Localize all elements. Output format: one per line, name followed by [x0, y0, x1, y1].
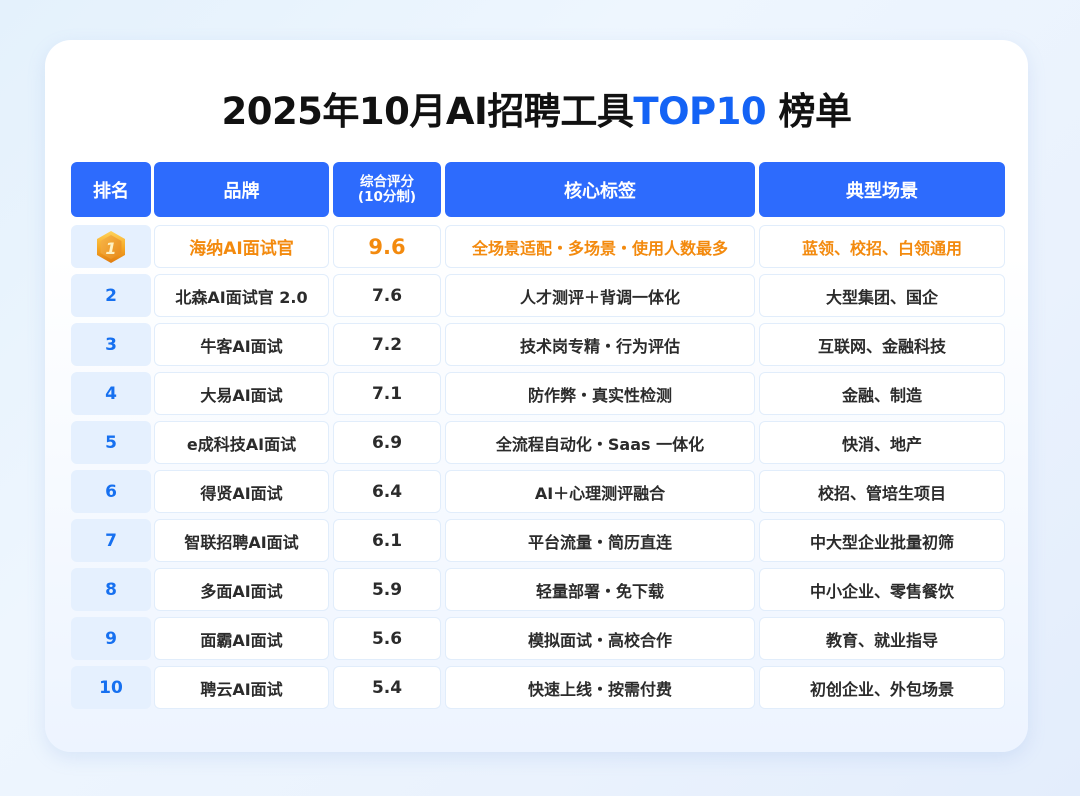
ranking-card: 2025年10月AI招聘工具TOP10 榜单 排名 品牌 综合评分 (10分制)… — [45, 40, 1028, 752]
brand-cell: 面霸AI面试 — [154, 617, 329, 660]
rank-cell: 5 — [71, 421, 151, 464]
svg-text:1: 1 — [105, 239, 116, 258]
table-row: 10 聘云AI面试 5.4 快速上线・按需付费 初创企业、外包场景 — [71, 666, 1006, 709]
scene-cell: 中大型企业批量初筛 — [759, 519, 1005, 562]
score-cell: 6.9 — [333, 421, 441, 464]
scene-cell: 快消、地产 — [759, 421, 1005, 464]
rank-cell: 6 — [71, 470, 151, 513]
scene-cell: 初创企业、外包场景 — [759, 666, 1005, 709]
score-cell: 5.9 — [333, 568, 441, 611]
brand-cell: 大易AI面试 — [154, 372, 329, 415]
score-cell: 6.1 — [333, 519, 441, 562]
brand-cell: 海纳AI面试官 — [154, 225, 329, 268]
table-row: 2 北森AI面试官 2.0 7.6 人才测评＋背调一体化 大型集团、国企 — [71, 274, 1006, 317]
header-brand: 品牌 — [154, 162, 329, 217]
tags-cell: 全流程自动化・Saas 一体化 — [445, 421, 755, 464]
brand-cell: 北森AI面试官 2.0 — [154, 274, 329, 317]
scene-cell: 教育、就业指导 — [759, 617, 1005, 660]
brand-cell: 聘云AI面试 — [154, 666, 329, 709]
tags-cell: AI＋心理测评融合 — [445, 470, 755, 513]
scene-cell: 金融、制造 — [759, 372, 1005, 415]
rank-cell: 1 — [71, 225, 151, 268]
score-cell: 9.6 — [333, 225, 441, 268]
tags-cell: 全场景适配・多场景・使用人数最多 — [445, 225, 755, 268]
scene-cell: 蓝领、校招、白领通用 — [759, 225, 1005, 268]
scene-cell: 互联网、金融科技 — [759, 323, 1005, 366]
page-title: 2025年10月AI招聘工具TOP10 榜单 — [45, 88, 1028, 136]
brand-cell: 牛客AI面试 — [154, 323, 329, 366]
table-row: 4 大易AI面试 7.1 防作弊・真实性检测 金融、制造 — [71, 372, 1006, 415]
tags-cell: 模拟面试・高校合作 — [445, 617, 755, 660]
header-rank: 排名 — [71, 162, 151, 217]
table-row: 8 多面AI面试 5.9 轻量部署・免下载 中小企业、零售餐饮 — [71, 568, 1006, 611]
rank-cell: 2 — [71, 274, 151, 317]
header-score-line1: 综合评分 — [360, 173, 414, 190]
brand-cell: 多面AI面试 — [154, 568, 329, 611]
table-header-row: 排名 品牌 综合评分 (10分制) 核心标签 典型场景 — [71, 162, 1006, 217]
header-score: 综合评分 (10分制) — [333, 162, 441, 217]
title-highlight: TOP10 — [633, 90, 767, 133]
tags-cell: 轻量部署・免下载 — [445, 568, 755, 611]
header-score-line2: (10分制) — [357, 188, 417, 205]
score-cell: 7.2 — [333, 323, 441, 366]
brand-cell: 得贤AI面试 — [154, 470, 329, 513]
rank-cell: 10 — [71, 666, 151, 709]
title-prefix: 2025年10月AI招聘工具 — [221, 90, 634, 133]
rank-cell: 9 — [71, 617, 151, 660]
tags-cell: 人才测评＋背调一体化 — [445, 274, 755, 317]
scene-cell: 校招、管培生项目 — [759, 470, 1005, 513]
gold-medal-icon: 1 — [97, 230, 125, 263]
table-row: 9 面霸AI面试 5.6 模拟面试・高校合作 教育、就业指导 — [71, 617, 1006, 660]
scene-cell: 中小企业、零售餐饮 — [759, 568, 1005, 611]
score-cell: 5.6 — [333, 617, 441, 660]
table-row: 6 得贤AI面试 6.4 AI＋心理测评融合 校招、管培生项目 — [71, 470, 1006, 513]
table-row: 5 e成科技AI面试 6.9 全流程自动化・Saas 一体化 快消、地产 — [71, 421, 1006, 464]
score-cell: 5.4 — [333, 666, 441, 709]
table-row: 1 海纳AI面试官 9.6 全场景适配・多场景・使用人数最多 蓝领、校招、白领通… — [71, 225, 1006, 268]
brand-cell: e成科技AI面试 — [154, 421, 329, 464]
tags-cell: 防作弊・真实性检测 — [445, 372, 755, 415]
tags-cell: 平台流量・简历直连 — [445, 519, 755, 562]
tags-cell: 快速上线・按需付费 — [445, 666, 755, 709]
score-cell: 7.6 — [333, 274, 441, 317]
header-tags: 核心标签 — [445, 162, 755, 217]
rank-cell: 4 — [71, 372, 151, 415]
rank-cell: 7 — [71, 519, 151, 562]
rank-cell: 8 — [71, 568, 151, 611]
title-suffix: 榜单 — [766, 90, 853, 133]
tags-cell: 技术岗专精・行为评估 — [445, 323, 755, 366]
header-scene: 典型场景 — [759, 162, 1005, 217]
score-cell: 6.4 — [333, 470, 441, 513]
scene-cell: 大型集团、国企 — [759, 274, 1005, 317]
rank-cell: 3 — [71, 323, 151, 366]
table-row: 7 智联招聘AI面试 6.1 平台流量・简历直连 中大型企业批量初筛 — [71, 519, 1006, 562]
brand-cell: 智联招聘AI面试 — [154, 519, 329, 562]
table-row: 3 牛客AI面试 7.2 技术岗专精・行为评估 互联网、金融科技 — [71, 323, 1006, 366]
score-cell: 7.1 — [333, 372, 441, 415]
